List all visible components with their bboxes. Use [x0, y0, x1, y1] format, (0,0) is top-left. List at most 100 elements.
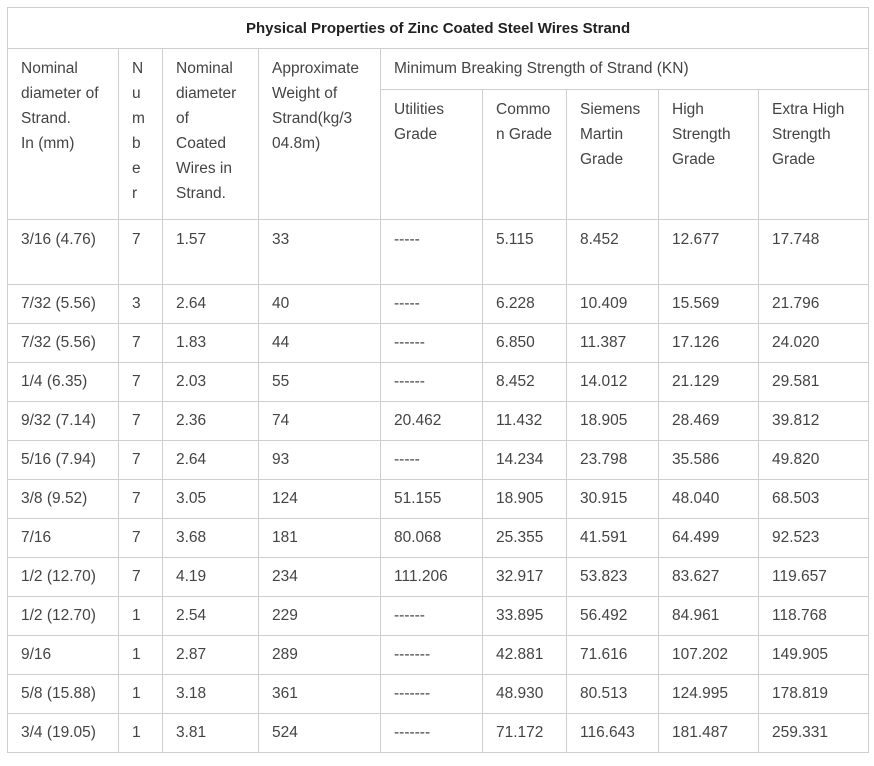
cell-approx-weight: 234: [258, 557, 381, 597]
cell-high-strength-grade: 64.499: [658, 518, 759, 558]
cell-number: 7: [118, 401, 163, 441]
cell-nominal-diameter: 1/4 (6.35): [7, 362, 119, 402]
header-line: b: [132, 135, 141, 152]
cell-high-strength-grade: 28.469: [658, 401, 759, 441]
cell-utilities-grade: -----: [380, 440, 483, 480]
header-line: Strand.: [21, 110, 71, 127]
table-row: 3/8 (9.52) 7 3.05 124 51.155 18.905 30.915 48.0…: [7, 479, 870, 519]
header-line: Wires in: [176, 160, 232, 177]
header-line: 04.8m): [272, 135, 321, 152]
cell-high-strength-grade: 181.487: [658, 713, 759, 753]
cell-high-strength-grade: 107.202: [658, 635, 759, 675]
cell-approx-weight: 181: [258, 518, 381, 558]
header-common-grade: Commo n Grade: [482, 89, 567, 220]
header-min-breaking-strength: Minimum Breaking Strength of Strand (KN): [379, 48, 870, 90]
cell-extra-high-strength-grade: 24.020: [757, 323, 870, 363]
cell-common-grade: 14.234: [482, 440, 567, 480]
cell-siemens-martin-grade: 116.643: [566, 713, 659, 753]
cell-utilities-grade: -------: [380, 713, 483, 753]
cell-utilities-grade: ------: [380, 362, 483, 402]
header-line: N: [132, 60, 144, 77]
table-row: 9/32 (7.14) 7 2.36 74 20.462 11.432 18.905 28.4…: [7, 401, 870, 441]
cell-siemens-martin-grade: 10.409: [566, 284, 659, 324]
header-extra-high-strength-grade: Extra High Strength Grade: [757, 89, 870, 220]
cell-extra-high-strength-grade: 29.581: [757, 362, 870, 402]
header-line: Weight of: [272, 85, 338, 102]
cell-utilities-grade: 51.155: [380, 479, 483, 519]
table-row: 7/32 (5.56) 3 2.64 40 ----- 6.228 10.409 15.569…: [7, 284, 870, 324]
cell-approx-weight: 361: [258, 674, 381, 714]
cell-coated-wire-diameter: 4.19: [162, 557, 259, 597]
table-row: 1/2 (12.70) 1 2.54 229 ------ 33.895 56.492 84.…: [7, 596, 870, 636]
cell-common-grade: 6.228: [482, 284, 567, 324]
cell-coated-wire-diameter: 1.57: [162, 219, 259, 285]
cell-nominal-diameter: 9/32 (7.14): [7, 401, 119, 441]
cell-siemens-martin-grade: 18.905: [566, 401, 659, 441]
cell-utilities-grade: -----: [380, 219, 483, 285]
properties-table: Physical Properties of Zinc Coated Steel…: [6, 7, 870, 753]
cell-utilities-grade: 20.462: [380, 401, 483, 441]
cell-approx-weight: 33: [258, 219, 381, 285]
cell-approx-weight: 44: [258, 323, 381, 363]
cell-extra-high-strength-grade: 118.768: [757, 596, 870, 636]
cell-coated-wire-diameter: 2.87: [162, 635, 259, 675]
cell-number: 7: [118, 323, 163, 363]
header-approx-weight: Approximate Weight of Strand(kg/3 04.8m): [258, 48, 381, 220]
cell-common-grade: 6.850: [482, 323, 567, 363]
table-row: 5/8 (15.88) 1 3.18 361 ------- 48.930 80.513 12…: [7, 674, 870, 714]
header-line: Strength: [772, 126, 831, 143]
header-line: Martin: [580, 126, 624, 143]
cell-high-strength-grade: 15.569: [658, 284, 759, 324]
cell-high-strength-grade: 83.627: [658, 557, 759, 597]
cell-approx-weight: 93: [258, 440, 381, 480]
cell-approx-weight: 40: [258, 284, 381, 324]
header-line: Utilities: [394, 101, 444, 118]
header-line: Extra High: [772, 101, 845, 118]
header-line: Nominal: [21, 60, 78, 77]
cell-coated-wire-diameter: 2.64: [162, 440, 259, 480]
table-row: 7/16 7 3.68 181 80.068 25.355 41.591 64.499 92.5…: [7, 518, 870, 558]
header-line: Nominal: [176, 60, 233, 77]
cell-common-grade: 8.452: [482, 362, 567, 402]
cell-siemens-martin-grade: 30.915: [566, 479, 659, 519]
header-line: Coated: [176, 135, 226, 152]
header-line: m: [132, 110, 145, 127]
header-line: n Grade: [496, 126, 553, 143]
cell-common-grade: 33.895: [482, 596, 567, 636]
header-line: r: [132, 185, 138, 202]
cell-coated-wire-diameter: 3.81: [162, 713, 259, 753]
cell-number: 1: [118, 596, 163, 636]
cell-common-grade: 71.172: [482, 713, 567, 753]
cell-coated-wire-diameter: 2.64: [162, 284, 259, 324]
cell-coated-wire-diameter: 3.05: [162, 479, 259, 519]
header-line: Siemens: [580, 101, 641, 118]
cell-nominal-diameter: 1/2 (12.70): [7, 596, 119, 636]
header-coated-wire-diameter: Nominal diameter of Coated Wires in Strand.: [162, 48, 259, 220]
header-high-strength-grade: High Strength Grade: [658, 89, 759, 220]
cell-utilities-grade: 111.206: [380, 557, 483, 597]
cell-common-grade: 18.905: [482, 479, 567, 519]
cell-coated-wire-diameter: 2.36: [162, 401, 259, 441]
cell-siemens-martin-grade: 53.823: [566, 557, 659, 597]
cell-extra-high-strength-grade: 17.748: [757, 219, 870, 285]
header-line: Commo: [496, 101, 551, 118]
cell-high-strength-grade: 84.961: [658, 596, 759, 636]
header-line: High: [672, 101, 704, 118]
cell-siemens-martin-grade: 56.492: [566, 596, 659, 636]
cell-number: 3: [118, 284, 163, 324]
cell-utilities-grade: -----: [380, 284, 483, 324]
cell-number: 1: [118, 635, 163, 675]
header-line: diameter of: [21, 85, 99, 102]
cell-siemens-martin-grade: 14.012: [566, 362, 659, 402]
cell-nominal-diameter: 3/4 (19.05): [7, 713, 119, 753]
table-row: 3/4 (19.05) 1 3.81 524 ------- 71.172 116.643 1…: [7, 713, 870, 753]
cell-utilities-grade: 80.068: [380, 518, 483, 558]
cell-coated-wire-diameter: 3.18: [162, 674, 259, 714]
cell-utilities-grade: -------: [380, 674, 483, 714]
cell-approx-weight: 289: [258, 635, 381, 675]
cell-coated-wire-diameter: 3.68: [162, 518, 259, 558]
cell-extra-high-strength-grade: 49.820: [757, 440, 870, 480]
header-line: Grade: [772, 151, 816, 168]
cell-number: 7: [118, 518, 163, 558]
header-line: Grade: [672, 151, 716, 168]
